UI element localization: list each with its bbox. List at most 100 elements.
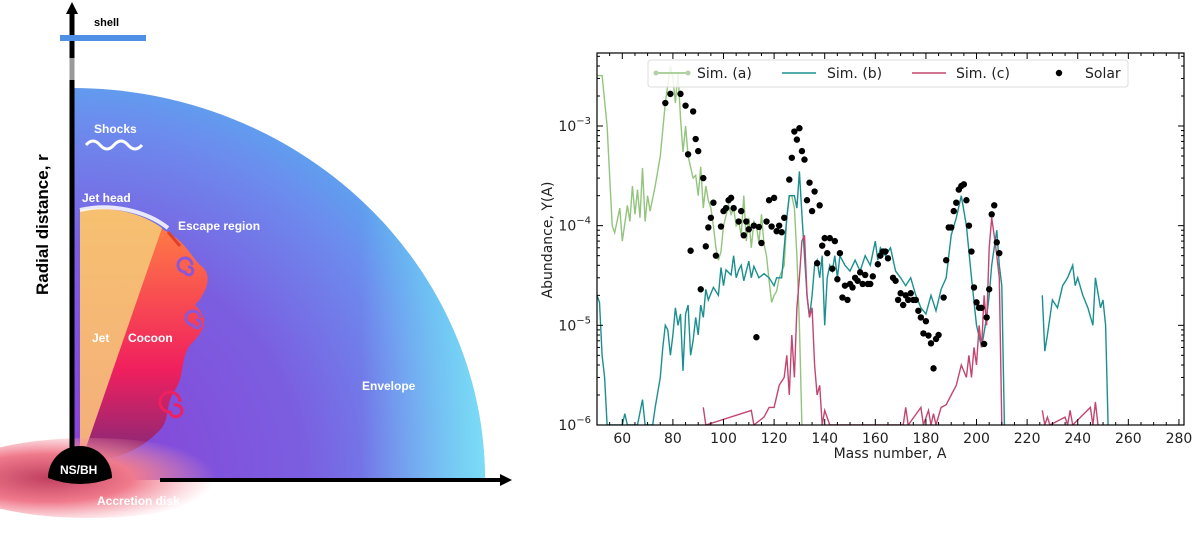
x-tick-label: 240 — [1064, 431, 1091, 447]
horizontal-axis-arrowhead — [500, 474, 512, 486]
data-point-solar — [798, 147, 806, 155]
data-point-solar — [778, 228, 785, 236]
data-point-solar — [818, 242, 826, 249]
jet — [80, 208, 162, 466]
data-point-solar — [892, 277, 899, 284]
data-point-solar — [695, 147, 702, 155]
data-point-solar — [861, 271, 869, 279]
data-point-solar — [920, 330, 927, 337]
data-point-solar — [806, 179, 813, 186]
legend-marker-solar — [1055, 69, 1063, 77]
data-point-solar — [758, 239, 765, 247]
data-point-solar — [973, 299, 980, 306]
data-point-solar — [735, 218, 742, 225]
data-point-solar — [859, 280, 866, 288]
x-tick-label: 120 — [761, 431, 788, 447]
legend-box — [647, 59, 1129, 88]
data-point-solar — [836, 249, 844, 257]
data-point-solar — [925, 332, 932, 339]
data-point-solar — [942, 257, 950, 264]
legend-label-solar: Solar — [1085, 66, 1121, 82]
data-point-solar — [791, 128, 798, 135]
data-point-solar — [950, 207, 957, 215]
escape-region-label: Escape region — [178, 219, 260, 233]
legend-label-sim-a: Sim. (a) — [697, 66, 752, 82]
data-point-solar — [707, 214, 715, 221]
data-point-solar — [801, 156, 808, 163]
data-point-solar — [983, 314, 990, 321]
data-point-solar — [692, 135, 699, 143]
data-point-solar — [770, 194, 778, 202]
data-point-solar — [682, 102, 689, 109]
cocoon-label: Cocoon — [128, 331, 173, 345]
vortex — [158, 390, 184, 419]
x-axis-label: Mass number, A — [834, 446, 947, 462]
data-point-solar — [935, 331, 942, 339]
abundance-chart: 60 80 100 120 140 160 180 200 220 240 260 280 10−6 10… — [540, 52, 1193, 462]
data-point-solar — [712, 252, 720, 259]
data-point-solar — [705, 224, 712, 231]
data-point-solar — [874, 261, 882, 268]
series-line-sim-b — [597, 171, 1109, 425]
data-point-solar — [940, 294, 947, 301]
vortex — [184, 309, 203, 330]
data-point-solar — [869, 273, 876, 280]
legend-marker-sim-a — [685, 70, 691, 76]
data-point-solar — [773, 227, 780, 235]
data-point-solar — [667, 90, 674, 98]
data-point-solar — [700, 174, 707, 182]
cocoon — [80, 228, 208, 465]
data-point-solar — [978, 304, 985, 311]
data-point-solar — [808, 207, 816, 215]
ns-bh — [48, 446, 112, 484]
data-point-solar — [953, 199, 960, 206]
data-point-solar — [905, 296, 912, 304]
legend: Sim. (a) Sim. (b) Sim. (c) Solar — [647, 59, 1129, 88]
data-point-solar — [899, 301, 907, 309]
radial-axis-arrowhead — [66, 2, 78, 14]
data-point-solar — [993, 239, 1000, 246]
data-point-solar — [793, 136, 801, 143]
data-point-solar — [811, 188, 818, 195]
data-point-solar — [781, 214, 788, 221]
data-point-solar — [927, 340, 935, 347]
y-tick-label: 10−3 — [558, 116, 591, 135]
axis-break — [69, 58, 75, 80]
data-point-solar — [722, 204, 730, 212]
data-point-solar — [854, 277, 861, 284]
data-point-solar — [841, 282, 849, 289]
y-tick-label: 10−5 — [558, 315, 591, 334]
data-point-solar — [750, 222, 758, 229]
data-point-solar — [915, 307, 922, 314]
data-point-solar — [894, 296, 902, 304]
data-point-solar — [768, 223, 775, 230]
shocks-label: Shocks — [94, 122, 137, 136]
data-point-solar — [740, 232, 747, 239]
y-axis-label: Abundance, Y(A) — [540, 182, 556, 299]
data-point-solar — [948, 224, 955, 231]
data-point-solar — [965, 222, 973, 229]
x-tick-label: 60 — [613, 431, 631, 447]
x-tick-label: 140 — [811, 431, 838, 447]
data-point-solar — [834, 276, 841, 283]
data-point-solar — [882, 248, 889, 255]
data-point-solar — [907, 290, 914, 297]
data-point-solar — [788, 154, 796, 161]
data-point-solar — [826, 234, 833, 242]
data-point-solar — [803, 197, 811, 204]
shocks-wave-icon — [84, 139, 144, 151]
y-tick-label: 10−6 — [558, 415, 591, 434]
data-point-solar — [687, 247, 694, 254]
data-point-solar — [753, 334, 760, 341]
data-point-solar — [745, 226, 753, 233]
data-point-solar — [796, 125, 803, 132]
data-point-solar — [856, 269, 864, 276]
data-point-solar — [963, 197, 970, 204]
data-point-solar — [710, 199, 717, 206]
data-point-solar — [930, 365, 937, 372]
x-tick-label: 280 — [1166, 431, 1193, 447]
x-tick-label: 80 — [664, 431, 682, 447]
data-point-solar — [821, 234, 828, 242]
jet-head — [79, 205, 170, 230]
